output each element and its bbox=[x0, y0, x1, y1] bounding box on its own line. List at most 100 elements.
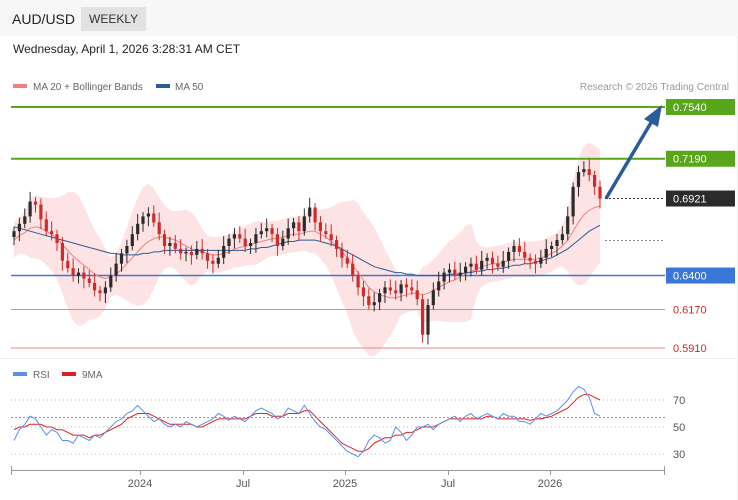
ma50-line bbox=[13, 224, 601, 277]
candle-down bbox=[453, 269, 457, 276]
candle-down bbox=[66, 260, 70, 269]
candle-up bbox=[254, 234, 258, 244]
candle-down bbox=[50, 231, 54, 235]
candle-up bbox=[184, 251, 188, 254]
bollinger-band-area bbox=[14, 142, 600, 357]
candle-up bbox=[232, 234, 236, 239]
candle-up bbox=[378, 293, 382, 303]
ma20-legend-swatch bbox=[13, 84, 27, 88]
candle-down bbox=[533, 260, 538, 264]
candle-down bbox=[490, 257, 495, 264]
candle-down bbox=[55, 234, 59, 244]
candle-down bbox=[33, 201, 38, 205]
candle-up bbox=[119, 253, 124, 264]
candle-down bbox=[179, 248, 183, 254]
candle-down bbox=[39, 204, 43, 220]
symbol-label: AUD/USD bbox=[12, 11, 76, 27]
candle-down bbox=[71, 268, 75, 276]
candle-up bbox=[560, 234, 564, 241]
resistance-label: 0.7540 bbox=[673, 102, 707, 114]
candle-up bbox=[447, 269, 452, 273]
credit-label: Research © 2026 Trading Central bbox=[580, 82, 729, 93]
candle-up bbox=[426, 305, 430, 335]
candle-up bbox=[227, 238, 231, 246]
candle-down bbox=[152, 213, 156, 223]
ma50-legend-swatch bbox=[156, 84, 170, 88]
candle-up bbox=[544, 248, 548, 258]
candle-up bbox=[464, 266, 468, 273]
candle-down bbox=[87, 278, 91, 283]
resistance-label: 0.7190 bbox=[673, 154, 707, 166]
candle-up bbox=[281, 238, 285, 246]
candle-down bbox=[587, 169, 591, 175]
candle-up bbox=[265, 228, 269, 232]
rsi-level-label: 70 bbox=[673, 395, 685, 407]
rsi-ma-legend-label: 9MA bbox=[82, 370, 103, 381]
candle-down bbox=[361, 287, 365, 297]
candle-down bbox=[598, 186, 602, 199]
x-tick-label: 2024 bbox=[128, 478, 152, 490]
forecast-arrow bbox=[604, 105, 662, 200]
current-price-label: 0.6921 bbox=[673, 194, 707, 206]
timeframe-button[interactable]: WEEKLY bbox=[81, 7, 147, 31]
candle-up bbox=[195, 248, 199, 255]
candle-up bbox=[576, 172, 581, 187]
candle-down bbox=[243, 238, 247, 246]
candle-down bbox=[356, 275, 360, 288]
candle-up bbox=[12, 231, 16, 238]
candle-down bbox=[404, 284, 409, 288]
candle-up bbox=[292, 222, 296, 229]
candle-down bbox=[593, 175, 597, 187]
candle-up bbox=[28, 201, 32, 217]
candle-down bbox=[238, 234, 242, 239]
candle-down bbox=[60, 243, 64, 261]
candle-up bbox=[17, 223, 21, 232]
candle-up bbox=[286, 228, 290, 239]
candle-up bbox=[458, 272, 462, 276]
candle-up bbox=[136, 223, 140, 235]
candle-down bbox=[394, 290, 398, 294]
price-levels bbox=[11, 106, 665, 349]
candle-up bbox=[399, 284, 403, 294]
candle-up bbox=[141, 216, 145, 224]
level-label: 0.5910 bbox=[673, 343, 707, 355]
x-tick-label: 2026 bbox=[538, 478, 562, 490]
candle-up bbox=[539, 257, 543, 264]
candle-up bbox=[571, 186, 575, 217]
candle-down bbox=[318, 222, 322, 232]
candle-down bbox=[474, 263, 478, 270]
candle-down bbox=[415, 290, 419, 300]
chart-datetime: Wednesday, April 1, 2026 3:28:31 AM CET bbox=[13, 42, 241, 56]
x-tick-label: Jul bbox=[441, 478, 455, 490]
candle-up bbox=[109, 275, 113, 288]
candle-up bbox=[130, 234, 134, 246]
candle-up bbox=[76, 272, 81, 276]
candle-down bbox=[44, 219, 48, 232]
candle-up bbox=[555, 240, 559, 246]
candle-down bbox=[93, 282, 97, 291]
candlesticks bbox=[12, 159, 602, 345]
candle-down bbox=[82, 272, 86, 279]
candle-up bbox=[437, 281, 441, 291]
resistance-label-bg bbox=[666, 150, 735, 167]
rsi-line bbox=[13, 385, 601, 458]
candle-down bbox=[345, 257, 349, 264]
candle-down bbox=[313, 207, 317, 223]
candle-up bbox=[125, 246, 129, 254]
forecast-arrow-shaft bbox=[604, 120, 654, 200]
rsi-level-label: 30 bbox=[673, 449, 685, 461]
candle-down bbox=[421, 299, 425, 335]
candle-up bbox=[512, 246, 516, 252]
candle-up bbox=[566, 216, 570, 235]
rsi-legend-label: RSI bbox=[33, 370, 50, 381]
candle-down bbox=[367, 296, 371, 306]
candle-up bbox=[501, 260, 505, 267]
rsi-ma-legend-swatch bbox=[62, 372, 76, 376]
candle-down bbox=[205, 253, 210, 261]
candle-down bbox=[528, 257, 532, 261]
candle-down bbox=[351, 263, 355, 276]
candle-down bbox=[98, 290, 102, 294]
candle-down bbox=[340, 248, 344, 258]
candle-down bbox=[335, 240, 339, 249]
